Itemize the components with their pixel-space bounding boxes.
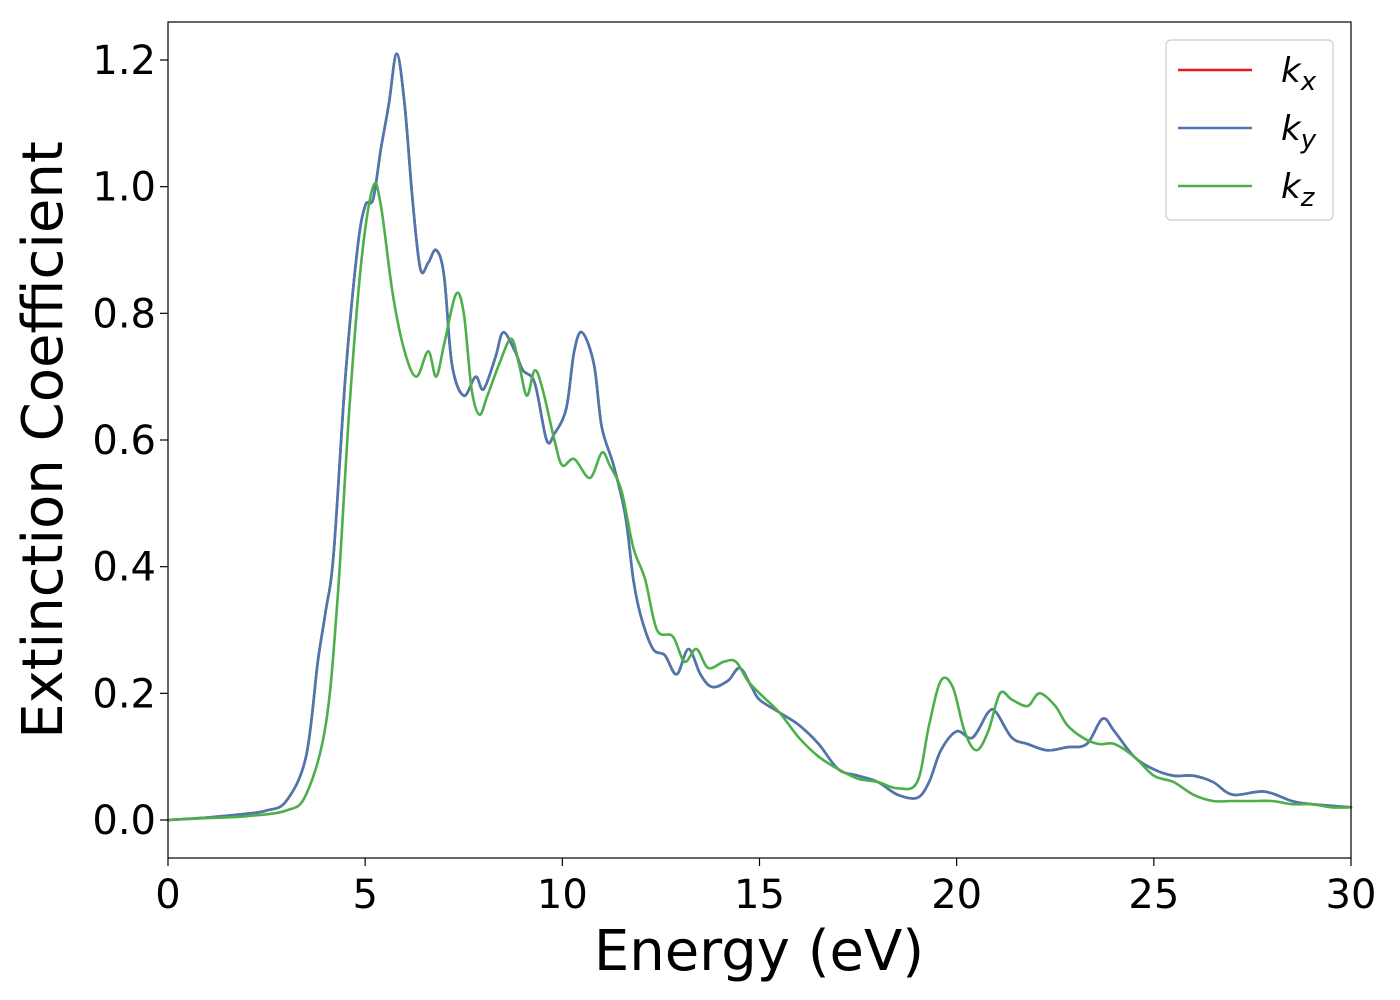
x-tick-label: 25 xyxy=(1128,872,1179,918)
series-line-y xyxy=(166,52,1353,822)
y-tick-label: 0.8 xyxy=(92,291,156,337)
x-axis-ticks: 0 5 10 15 20 25 30 xyxy=(155,858,1376,918)
x-axis-label: Energy (eV) xyxy=(594,919,924,984)
legend-box xyxy=(1165,39,1334,221)
y-tick-label: 0.6 xyxy=(92,418,156,464)
x-tick-label: 20 xyxy=(931,872,982,918)
y-tick-label: 1.2 xyxy=(92,38,156,84)
y-tick-label: 0.2 xyxy=(92,671,156,717)
x-tick-label: 0 xyxy=(155,872,180,918)
y-tick-label: 1.0 xyxy=(92,165,156,211)
series-layer xyxy=(166,52,1353,822)
x-tick-label: 10 xyxy=(537,872,588,918)
series-line-z xyxy=(166,181,1353,822)
y-tick-label: 0.4 xyxy=(92,545,156,591)
y-axis-label: Extinction Coefficient xyxy=(11,141,76,739)
x-tick-label: 5 xyxy=(352,872,377,918)
y-axis-ticks: 0.0 0.2 0.4 0.6 0.8 1.0 1.2 xyxy=(92,38,168,844)
x-tick-label: 30 xyxy=(1326,872,1377,918)
y-tick-label: 0.0 xyxy=(92,798,156,844)
x-tick-label: 15 xyxy=(734,872,785,918)
